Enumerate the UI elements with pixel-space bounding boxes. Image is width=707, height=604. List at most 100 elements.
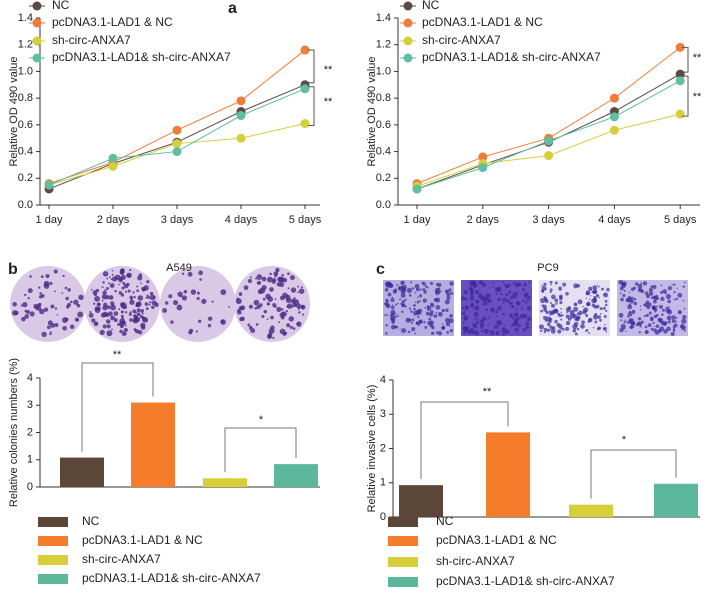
- invasion-dot: [411, 287, 415, 290]
- invasion-dot: [489, 330, 495, 336]
- invasion-dot: [480, 329, 484, 333]
- data-point: [544, 136, 554, 146]
- invasion-dot: [549, 288, 553, 292]
- colony-dot: [146, 295, 151, 300]
- invasion-dot: [622, 281, 627, 286]
- colony-dot: [276, 306, 282, 313]
- colony-dot: [187, 271, 193, 277]
- invasion-dot: [449, 281, 454, 286]
- colony-dot: [38, 295, 43, 299]
- invasion-dot: [514, 327, 519, 332]
- bar: [131, 402, 175, 487]
- invasion-dot: [397, 302, 399, 305]
- invasion-dot: [419, 288, 422, 291]
- invasion-dot: [391, 313, 395, 317]
- invasion-dot: [560, 311, 562, 314]
- colony-dot: [198, 319, 202, 323]
- invasion-dot: [623, 327, 626, 330]
- colony-dot: [136, 285, 139, 288]
- colony-dot: [165, 301, 169, 305]
- invasion-dot: [543, 327, 548, 332]
- invasion-dot: [384, 313, 387, 316]
- invasion-dot: [667, 286, 672, 291]
- colony-dot: [249, 276, 252, 279]
- invasion-dot: [573, 321, 579, 327]
- invasion-dot: [470, 302, 475, 307]
- colony-dot: [279, 312, 285, 318]
- colony-dot: [88, 312, 94, 318]
- invasion-dot: [637, 321, 642, 326]
- invasion-dot: [540, 297, 546, 304]
- invasion-dot: [502, 332, 506, 336]
- colony-dot: [145, 307, 149, 311]
- y-axis-label: Relative OD 490 value: [8, 56, 20, 166]
- invasion-dot: [639, 325, 642, 328]
- invasion-dot: [504, 324, 506, 327]
- invasion-dot: [603, 314, 607, 319]
- colony-dot: [133, 295, 136, 299]
- invasion-dot: [666, 315, 672, 321]
- invasion-dot: [576, 327, 580, 331]
- invasion-dot: [510, 296, 514, 300]
- legend-label: pcDNA3.1-LAD1& sh-circ-ANXA7: [52, 50, 231, 64]
- invasion-dot: [474, 330, 480, 336]
- colony-dot: [123, 327, 128, 333]
- colony-dot: [29, 275, 32, 278]
- data-point: [172, 125, 182, 135]
- invasion-dot: [514, 283, 519, 287]
- invasion-dot: [511, 316, 515, 319]
- colony-dot: [106, 330, 113, 337]
- colony-dot: [247, 323, 251, 327]
- colony-dot: [120, 274, 126, 280]
- invasion-dot: [633, 297, 637, 301]
- invasion-dot: [593, 305, 598, 309]
- invasion-dot: [551, 326, 556, 330]
- data-point: [236, 111, 246, 121]
- invasion-dot: [574, 303, 577, 305]
- colony-dot: [236, 297, 240, 301]
- invasion-dot: [679, 311, 681, 314]
- invasion-dot: [653, 299, 657, 304]
- colony-dot: [127, 289, 131, 293]
- data-point: [478, 152, 488, 162]
- colony-dot: [272, 336, 275, 340]
- colony-dot: [94, 295, 100, 302]
- invasion-dot: [480, 325, 484, 329]
- y-tick-label: 1.2: [18, 39, 33, 51]
- colony-dot: [133, 328, 137, 332]
- invasion-dot: [417, 315, 420, 319]
- invasion-dot: [422, 298, 427, 303]
- significance-bracket: [308, 49, 315, 84]
- invasion-dot: [475, 320, 480, 325]
- invasion-dot: [630, 287, 635, 292]
- colony-dot: [207, 323, 212, 328]
- invasion-dot: [430, 310, 434, 314]
- legend-marker: [32, 18, 42, 28]
- legend-swatch: [388, 536, 418, 546]
- invasion-dot: [508, 290, 512, 294]
- legend-swatch: [388, 557, 418, 567]
- invasion-dot: [554, 298, 559, 303]
- invasion-dot: [602, 306, 606, 310]
- invasion-dot: [639, 289, 641, 291]
- invasion-dot: [501, 327, 507, 333]
- invasion-dot: [599, 318, 602, 322]
- invasion-dot: [540, 289, 544, 293]
- colony-dot: [109, 283, 115, 288]
- colony-dot: [196, 291, 200, 295]
- invasion-dot: [667, 306, 670, 309]
- y-tick-label: 1: [380, 477, 386, 489]
- colony-dot: [102, 305, 108, 311]
- invasion-dot: [396, 314, 399, 317]
- colony-dot: [111, 269, 114, 272]
- invasion-dot: [505, 293, 509, 297]
- invasion-dot: [675, 297, 679, 301]
- colony-dot: [69, 324, 75, 330]
- invasion-dot: [672, 325, 676, 329]
- invasion-dot: [468, 286, 472, 291]
- legend-label: pcDNA3.1-LAD1 & NC: [82, 533, 203, 547]
- invasion-dot: [413, 310, 419, 316]
- bar: [654, 483, 698, 517]
- colony-dot: [140, 308, 144, 313]
- colony-dot: [47, 320, 53, 326]
